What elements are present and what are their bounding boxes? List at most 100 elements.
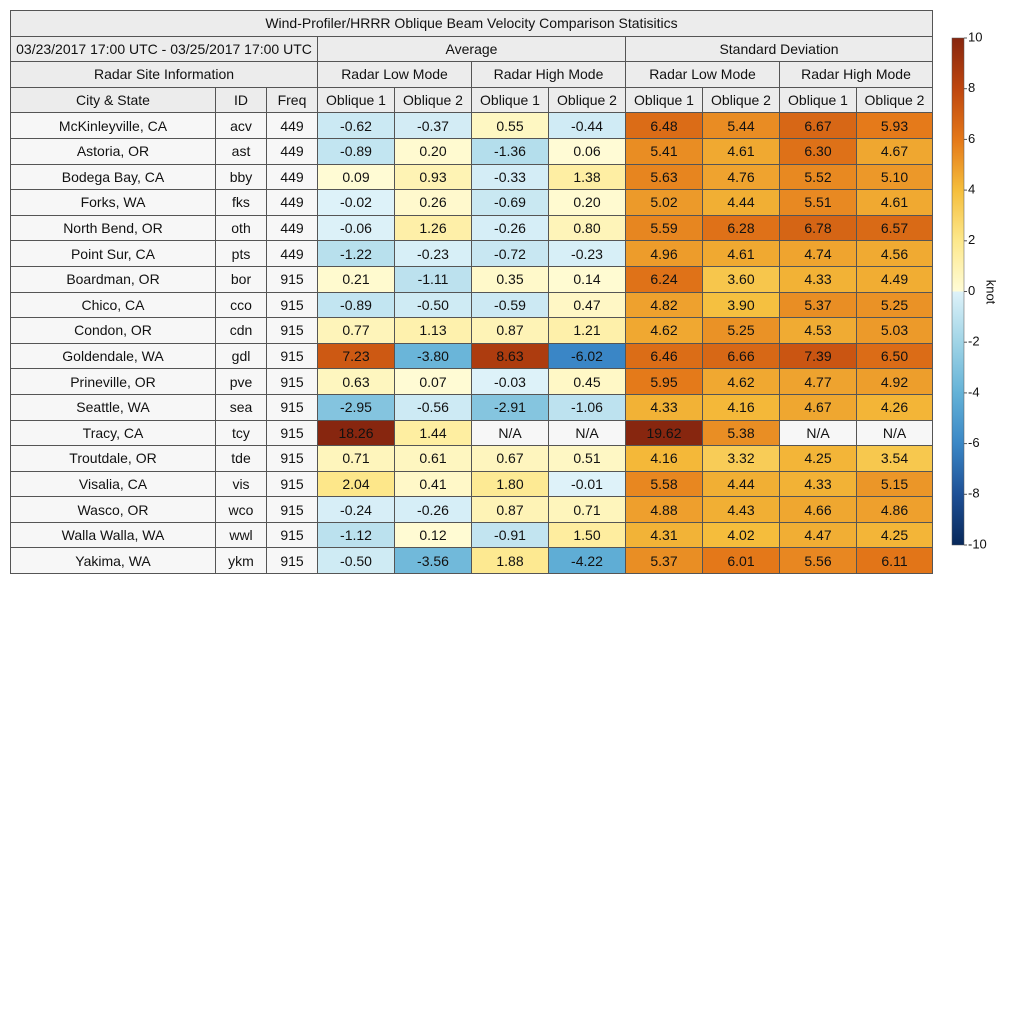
value-cell: 5.44	[702, 112, 780, 139]
city-cell: Prineville, OR	[10, 368, 216, 395]
column-header: ID	[215, 86, 267, 114]
value-cell: 0.77	[317, 317, 395, 344]
value-cell: 1.80	[471, 470, 549, 498]
column-header: Oblique 1	[317, 86, 395, 114]
value-cell: 5.59	[625, 214, 703, 242]
value-cell: 5.51	[779, 189, 857, 216]
value-cell: 0.09	[317, 163, 395, 191]
value-cell: -0.02	[317, 189, 395, 216]
value-cell: 0.41	[394, 470, 472, 498]
value-cell: 18.26	[317, 419, 395, 447]
column-header: Oblique 1	[779, 86, 857, 114]
value-cell: 4.16	[702, 393, 780, 421]
value-cell: -0.26	[471, 214, 549, 242]
city-cell: Bodega Bay, CA	[10, 163, 216, 191]
value-cell: N/A	[856, 419, 933, 447]
column-header: Freq	[266, 86, 318, 114]
table-row: Bodega Bay, CA bby 449 0.09 0.93 -0.33 1.38 5.6…	[10, 163, 933, 191]
value-cell: 4.62	[702, 368, 780, 395]
city-cell: North Bend, OR	[10, 214, 216, 242]
value-cell: 0.45	[548, 368, 626, 395]
value-cell: -1.22	[317, 240, 395, 267]
column-header: Oblique 1	[625, 86, 703, 114]
value-cell: -0.91	[471, 521, 549, 549]
value-cell: 5.63	[625, 163, 703, 191]
city-cell: Condon, OR	[10, 317, 216, 344]
value-cell: 5.58	[625, 470, 703, 498]
value-cell: 5.93	[856, 112, 933, 139]
value-cell: 5.25	[856, 291, 933, 319]
id-cell: ykm	[215, 547, 267, 575]
table-row: McKinleyville, CA acv 449 -0.62 -0.37 0.55 -0.…	[10, 112, 933, 139]
value-cell: -0.59	[471, 291, 549, 319]
column-header: Oblique 2	[702, 86, 780, 114]
value-cell: 4.61	[702, 137, 780, 165]
value-cell: -1.12	[317, 521, 395, 549]
value-cell: 0.47	[548, 291, 626, 319]
mode-header: Radar High Mode	[779, 61, 933, 88]
freq-cell: 915	[266, 419, 318, 447]
value-cell: -0.26	[394, 496, 472, 523]
value-cell: -0.23	[548, 240, 626, 267]
value-cell: -0.62	[317, 112, 395, 139]
freq-cell: 449	[266, 214, 318, 242]
column-header: City & State	[10, 86, 216, 114]
value-cell: 1.26	[394, 214, 472, 242]
value-cell: 6.46	[625, 342, 703, 370]
table-row: Prineville, OR pve 915 0.63 0.07 -0.03 0.45 5.9…	[10, 368, 933, 395]
value-cell: 5.03	[856, 317, 933, 344]
table-row: Visalia, CA vis 915 2.04 0.41 1.80 -0.01 5.58 4.…	[10, 470, 933, 498]
value-cell: -0.23	[394, 240, 472, 267]
value-cell: 0.71	[317, 445, 395, 472]
table-row: Walla Walla, WA wwl 915 -1.12 0.12 -0.91 1.50 4…	[10, 521, 933, 549]
value-cell: 4.33	[625, 393, 703, 421]
value-cell: -0.24	[317, 496, 395, 523]
colorbar-tick-label: -4	[968, 384, 980, 399]
value-cell: 5.37	[625, 547, 703, 575]
value-cell: -0.44	[548, 112, 626, 139]
city-cell: Point Sur, CA	[10, 240, 216, 267]
value-cell: -0.72	[471, 240, 549, 267]
id-cell: gdl	[215, 342, 267, 370]
table-row: North Bend, OR oth 449 -0.06 1.26 -0.26 0.80 5.…	[10, 214, 933, 242]
value-cell: 6.67	[779, 112, 857, 139]
freq-cell: 449	[266, 137, 318, 165]
id-cell: ast	[215, 137, 267, 165]
value-cell: -6.02	[548, 342, 626, 370]
value-cell: 4.43	[702, 496, 780, 523]
value-cell: 0.35	[471, 265, 549, 293]
value-cell: 4.02	[702, 521, 780, 549]
value-cell: 4.47	[779, 521, 857, 549]
value-cell: 1.21	[548, 317, 626, 344]
freq-cell: 915	[266, 547, 318, 575]
value-cell: 0.20	[394, 137, 472, 165]
value-cell: 4.67	[779, 393, 857, 421]
value-cell: 4.56	[856, 240, 933, 267]
city-cell: Astoria, OR	[10, 137, 216, 165]
value-cell: -1.11	[394, 265, 472, 293]
id-cell: wco	[215, 496, 267, 523]
value-cell: 0.71	[548, 496, 626, 523]
value-cell: -4.22	[548, 547, 626, 575]
freq-cell: 915	[266, 393, 318, 421]
table-title: Wind-Profiler/HRRR Oblique Beam Velocity…	[10, 10, 933, 37]
value-cell: 5.15	[856, 470, 933, 498]
table-row: Goldendale, WA gdl 915 7.23 -3.80 8.63 -6.02 6.…	[10, 342, 933, 370]
id-cell: acv	[215, 112, 267, 139]
table-row: Forks, WA fks 449 -0.02 0.26 -0.69 0.20 5.02 4.4…	[10, 189, 933, 216]
city-cell: Chico, CA	[10, 291, 216, 319]
value-cell: 6.50	[856, 342, 933, 370]
freq-cell: 915	[266, 496, 318, 523]
value-cell: 5.41	[625, 137, 703, 165]
table-row: Yakima, WA ykm 915 -0.50 -3.56 1.88 -4.22 5.37 6…	[10, 547, 933, 575]
freq-cell: 915	[266, 368, 318, 395]
value-cell: 4.66	[779, 496, 857, 523]
value-cell: 5.52	[779, 163, 857, 191]
city-cell: Boardman, OR	[10, 265, 216, 293]
value-cell: 4.26	[856, 393, 933, 421]
value-cell: 5.37	[779, 291, 857, 319]
value-cell: 6.48	[625, 112, 703, 139]
value-cell: 4.49	[856, 265, 933, 293]
colorbar: knot 10 8 6 4 2 0 -2 -4 -6 -8 -10	[951, 29, 999, 551]
value-cell: 4.67	[856, 137, 933, 165]
